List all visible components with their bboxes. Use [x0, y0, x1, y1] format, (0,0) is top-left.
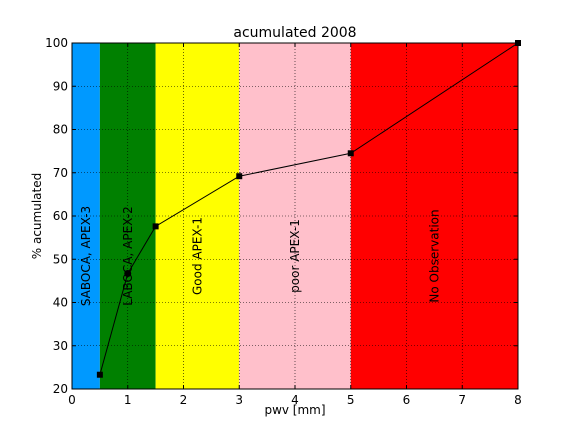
data-point-0-1 — [124, 270, 132, 278]
x-tick-label-7: 7 — [458, 393, 466, 407]
x-tick-label-4: 4 — [291, 393, 299, 407]
series-line-0 — [99, 42, 519, 375]
x-tick-label-1: 1 — [124, 393, 132, 407]
y-tick-label-7: 90 — [53, 79, 68, 93]
band-label-0: SABOCA, APEX-3 — [79, 206, 93, 306]
data-point-0-0 — [96, 371, 103, 378]
x-tick-label-6: 6 — [403, 393, 411, 407]
chart-title: acumulated 2008 — [233, 25, 356, 41]
y-tick-label-6: 80 — [53, 123, 68, 137]
data-point-0-4 — [347, 150, 354, 157]
x-tick-label-5: 5 — [347, 393, 355, 407]
grid — [72, 43, 518, 389]
y-tick-label-1: 30 — [53, 339, 68, 353]
tick-labels: 0 1 2 3 4 5 6 7 8 20 30 40 50 60 70 80 90 100 — [45, 36, 522, 407]
y-tick-label-4: 60 — [53, 209, 68, 223]
x-tick-label-2: 2 — [180, 393, 188, 407]
band-0 — [72, 43, 100, 389]
y-tick-label-0: 20 — [53, 382, 68, 396]
x-tick-label-0: 0 — [68, 393, 76, 407]
y-tick-label-5: 70 — [53, 166, 68, 180]
y-tick-label-8: 100 — [45, 36, 68, 50]
y-tick-label-3: 50 — [53, 252, 68, 266]
band-label-2: Good APEX-1 — [190, 217, 204, 295]
data-point-0-2 — [152, 223, 159, 230]
x-axis-label: pwv [mm] — [264, 403, 325, 417]
y-axis-label: % acumulated — [30, 173, 44, 259]
ticks — [71, 42, 519, 390]
data-point-0-3 — [236, 173, 243, 180]
y-tick-label-2: 40 — [53, 296, 68, 310]
x-tick-label-3: 3 — [235, 393, 243, 407]
band-label-4: No Observation — [427, 209, 441, 302]
x-tick-label-8: 8 — [514, 393, 522, 407]
